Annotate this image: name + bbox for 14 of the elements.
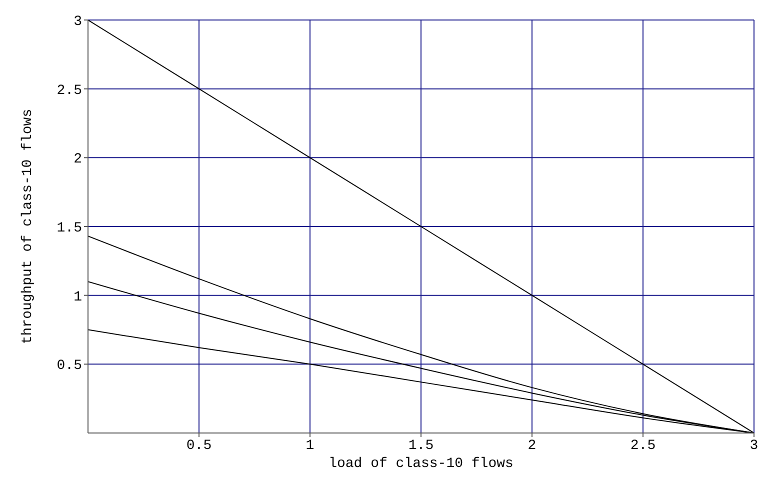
y-tick-label: 2.5 — [56, 82, 82, 99]
y-tick-label: 2 — [74, 152, 82, 168]
y-tick-label: 1.5 — [56, 220, 82, 236]
y-tick-label: 1 — [74, 289, 82, 306]
x-tick-label: 2.5 — [630, 438, 656, 454]
x-axis-title: load of class-10 flows — [328, 456, 514, 472]
y-tick-label: 3 — [74, 14, 82, 30]
x-tick-label: 3 — [750, 438, 758, 454]
x-tick-label: 1.5 — [408, 438, 434, 454]
x-tick-label: 1 — [306, 438, 314, 454]
x-tick-label: 0.5 — [186, 438, 212, 454]
y-axis-title: throughput of class-10 flows — [20, 108, 36, 344]
y-tick-label: 0.5 — [56, 358, 82, 374]
x-tick-label: 2 — [528, 438, 536, 454]
